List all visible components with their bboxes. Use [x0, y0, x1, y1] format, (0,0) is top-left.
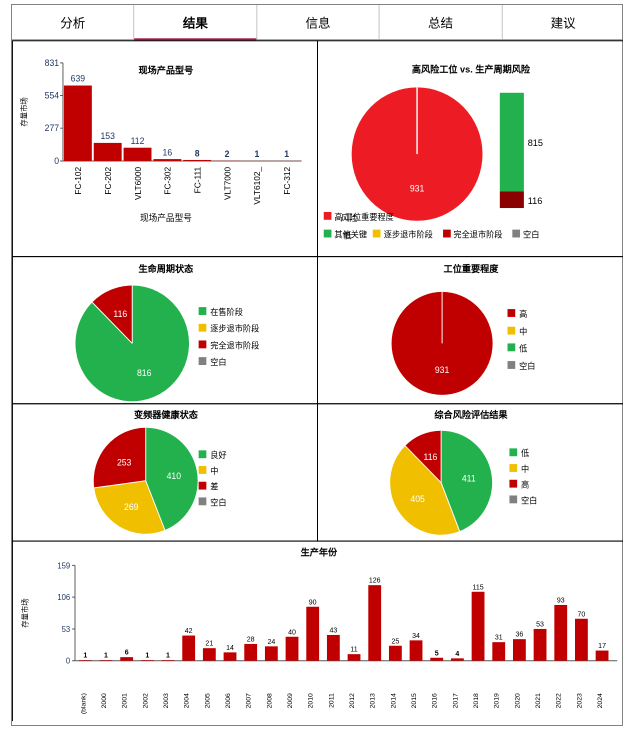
svg-text:2024: 2024 — [597, 693, 604, 708]
svg-text:2010: 2010 — [308, 693, 315, 708]
svg-text:554: 554 — [45, 90, 60, 100]
svg-text:0: 0 — [66, 657, 71, 666]
svg-text:831: 831 — [45, 58, 60, 68]
svg-text:VLT6102_: VLT6102_ — [253, 166, 262, 204]
svg-text:2013: 2013 — [370, 693, 377, 708]
svg-text:93: 93 — [557, 596, 565, 604]
svg-text:106: 106 — [57, 593, 70, 602]
svg-text:53: 53 — [62, 625, 71, 634]
svg-text:8: 8 — [195, 148, 200, 158]
svg-text:405: 405 — [410, 494, 425, 504]
svg-text:6: 6 — [125, 649, 129, 657]
svg-text:存量市场: 存量市场 — [20, 598, 29, 627]
svg-text:综合风险评估结果: 综合风险评估结果 — [434, 409, 508, 420]
svg-text:FC-302: FC-302 — [164, 166, 173, 194]
svg-text:24: 24 — [267, 638, 275, 646]
svg-text:生命周期状态: 生命周期状态 — [139, 263, 195, 274]
svg-text:2019: 2019 — [494, 693, 501, 708]
svg-text:53: 53 — [536, 620, 544, 628]
svg-text:2004: 2004 — [184, 693, 191, 708]
svg-text:14: 14 — [226, 644, 234, 652]
svg-text:40: 40 — [288, 628, 296, 636]
svg-text:269: 269 — [124, 502, 139, 512]
svg-text:816: 816 — [137, 368, 152, 378]
svg-text:2017: 2017 — [452, 693, 459, 708]
svg-text:21: 21 — [205, 640, 213, 648]
svg-text:2: 2 — [225, 149, 230, 159]
svg-text:116: 116 — [113, 309, 127, 319]
svg-text:1: 1 — [254, 149, 259, 159]
svg-text:411: 411 — [462, 473, 476, 483]
svg-text:116: 116 — [424, 452, 438, 462]
svg-text:2002: 2002 — [142, 693, 149, 708]
svg-text:2021: 2021 — [535, 693, 542, 708]
svg-text:2022: 2022 — [556, 693, 563, 708]
svg-text:90: 90 — [309, 598, 317, 606]
svg-text:2011: 2011 — [328, 693, 335, 708]
svg-text:2014: 2014 — [390, 693, 397, 708]
svg-text:639: 639 — [71, 73, 86, 83]
svg-text:现场产品型号: 现场产品型号 — [140, 212, 192, 223]
svg-text:1: 1 — [166, 652, 170, 660]
svg-text:931: 931 — [435, 365, 450, 375]
svg-text:2003: 2003 — [163, 693, 170, 708]
svg-text:1: 1 — [284, 149, 289, 159]
svg-text:2000: 2000 — [101, 693, 108, 708]
svg-text:25: 25 — [391, 637, 399, 645]
svg-text:931: 931 — [410, 183, 425, 193]
svg-text:42: 42 — [185, 627, 193, 635]
svg-text:2015: 2015 — [411, 693, 418, 708]
svg-text:17: 17 — [598, 642, 606, 650]
svg-text:FC-102: FC-102 — [74, 166, 83, 194]
svg-text:VLT6000: VLT6000 — [134, 166, 143, 200]
svg-text:变频器健康状态: 变频器健康状态 — [134, 409, 199, 420]
svg-text:28: 28 — [247, 635, 255, 643]
svg-text:4: 4 — [455, 650, 459, 658]
svg-text:FC-111: FC-111 — [194, 166, 203, 193]
svg-text:2001: 2001 — [122, 693, 129, 708]
svg-text:2018: 2018 — [473, 693, 480, 708]
svg-text:410: 410 — [167, 471, 182, 481]
svg-text:159: 159 — [57, 561, 70, 570]
svg-text:1: 1 — [145, 652, 149, 660]
svg-text:31: 31 — [495, 634, 503, 642]
svg-text:815: 815 — [528, 138, 543, 148]
svg-text:11: 11 — [350, 646, 357, 654]
svg-text:FC-312: FC-312 — [283, 166, 292, 194]
svg-text:5: 5 — [435, 649, 439, 657]
svg-text:16: 16 — [163, 147, 173, 157]
svg-text:2007: 2007 — [246, 693, 253, 708]
svg-text:2008: 2008 — [266, 693, 273, 708]
svg-text:生产年份: 生产年份 — [301, 546, 338, 557]
svg-text:34: 34 — [412, 632, 420, 640]
svg-text:277: 277 — [45, 123, 60, 133]
svg-text:126: 126 — [369, 577, 381, 585]
svg-text:36: 36 — [516, 631, 524, 639]
svg-text:2023: 2023 — [576, 693, 583, 708]
svg-text:116: 116 — [528, 196, 543, 206]
svg-text:2020: 2020 — [514, 693, 521, 708]
svg-text:253: 253 — [117, 457, 132, 467]
svg-text:存量市场: 存量市场 — [19, 97, 28, 126]
svg-text:现场产品型号: 现场产品型号 — [139, 65, 194, 76]
svg-text:112: 112 — [131, 136, 145, 146]
svg-text:FC-202: FC-202 — [104, 166, 113, 194]
svg-text:0: 0 — [54, 156, 59, 166]
svg-text:1: 1 — [104, 652, 108, 660]
svg-text:115: 115 — [472, 583, 483, 591]
svg-text:2016: 2016 — [432, 693, 439, 708]
svg-text:2006: 2006 — [225, 693, 232, 708]
svg-text:70: 70 — [578, 610, 586, 618]
svg-text:2005: 2005 — [204, 693, 211, 708]
svg-text:1: 1 — [83, 652, 87, 660]
svg-text:43: 43 — [329, 626, 337, 634]
svg-text:153: 153 — [100, 131, 115, 141]
svg-text:(blank): (blank) — [80, 693, 87, 714]
svg-text:高风险工位 vs. 生产周期风险: 高风险工位 vs. 生产周期风险 — [412, 64, 531, 75]
svg-text:VLT7000: VLT7000 — [223, 166, 232, 200]
svg-text:工位重要程度: 工位重要程度 — [444, 263, 500, 274]
svg-text:2012: 2012 — [349, 693, 356, 708]
svg-text:2009: 2009 — [287, 693, 294, 708]
